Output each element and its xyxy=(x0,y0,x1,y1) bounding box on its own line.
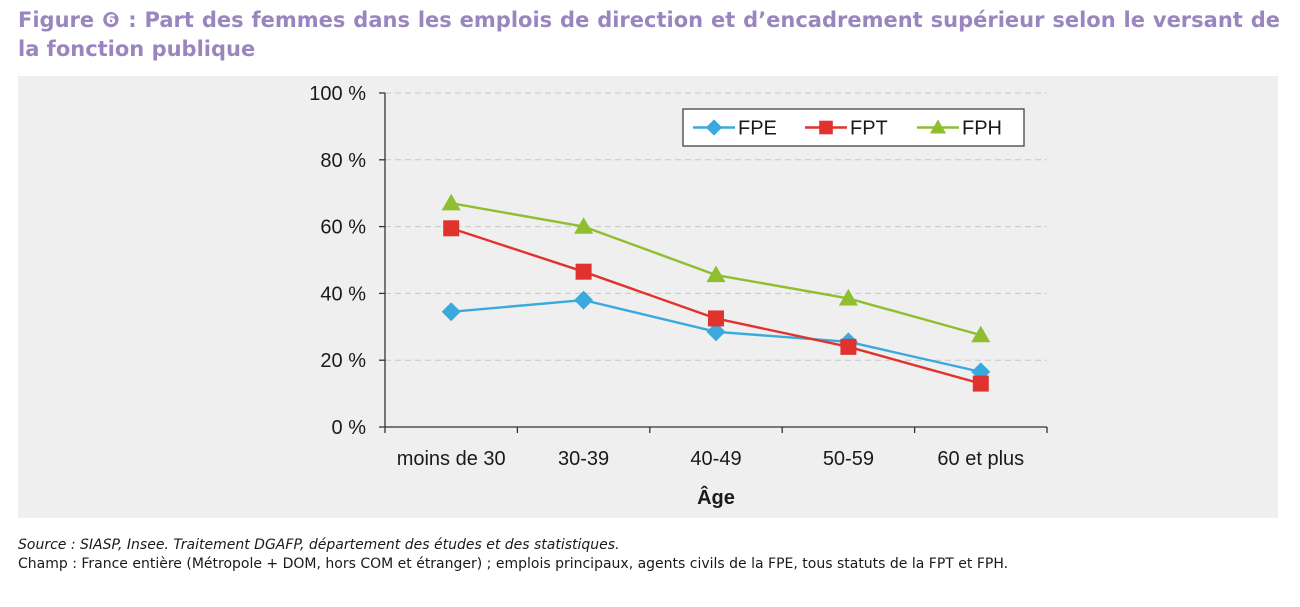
data-point-fpe xyxy=(574,290,594,310)
data-point-fpt xyxy=(972,375,989,392)
x-tick-label: 60 et plus xyxy=(937,448,1024,470)
data-point-fph xyxy=(441,193,461,211)
y-tick-label: 100 % xyxy=(309,83,366,105)
data-point-fpt xyxy=(708,310,724,327)
legend-label-fpe: FPE xyxy=(738,118,777,140)
data-point-fph xyxy=(706,265,726,283)
x-axis-title: Âge xyxy=(697,485,735,509)
x-tick-label: 30-39 xyxy=(558,448,609,470)
scope-note: Champ : France entière (Métropole + DOM,… xyxy=(18,556,1009,572)
y-tick-label: 80 % xyxy=(320,150,366,172)
data-point-fph xyxy=(574,217,594,234)
data-point-fpt xyxy=(443,220,460,237)
x-tick-label: 40-49 xyxy=(690,448,741,470)
chart-panel: 0 % 20 % 40 % 60 % 80 % 100 % moins de 30 30-39… xyxy=(18,76,1278,518)
legend-label-fph: FPH xyxy=(962,118,1002,140)
x-tick-label: moins de 30 xyxy=(397,448,506,470)
data-point-fpe xyxy=(441,302,461,322)
y-tick-label: 20 % xyxy=(320,350,366,372)
figure-title: Figure ❻ : Part des femmes dans les empl… xyxy=(18,8,1280,61)
legend-marker-fpe xyxy=(705,119,723,136)
y-tick-label: 0 % xyxy=(332,417,367,439)
legend-marker-fph xyxy=(929,119,947,134)
data-point-fph xyxy=(971,325,991,343)
y-tick-label: 60 % xyxy=(320,217,366,239)
figure-notes: Source : SIASP, Insee. Traitement DGAFP,… xyxy=(18,536,1280,574)
data-point-fph xyxy=(838,288,858,306)
legend-box xyxy=(682,108,1025,147)
x-tick-label: 50-59 xyxy=(823,448,874,470)
legend-marker-fpt xyxy=(819,120,833,135)
data-point-fpe xyxy=(706,322,726,342)
y-tick-label: 40 % xyxy=(320,283,366,305)
data-point-fpt xyxy=(840,338,857,355)
source-note: Source : SIASP, Insee. Traitement DGAFP,… xyxy=(18,537,620,553)
legend-label-fpt: FPT xyxy=(850,118,888,140)
data-point-fpt xyxy=(575,263,592,280)
line-chart: 0 % 20 % 40 % 60 % 80 % 100 % moins de 30 30-39… xyxy=(309,83,1048,509)
